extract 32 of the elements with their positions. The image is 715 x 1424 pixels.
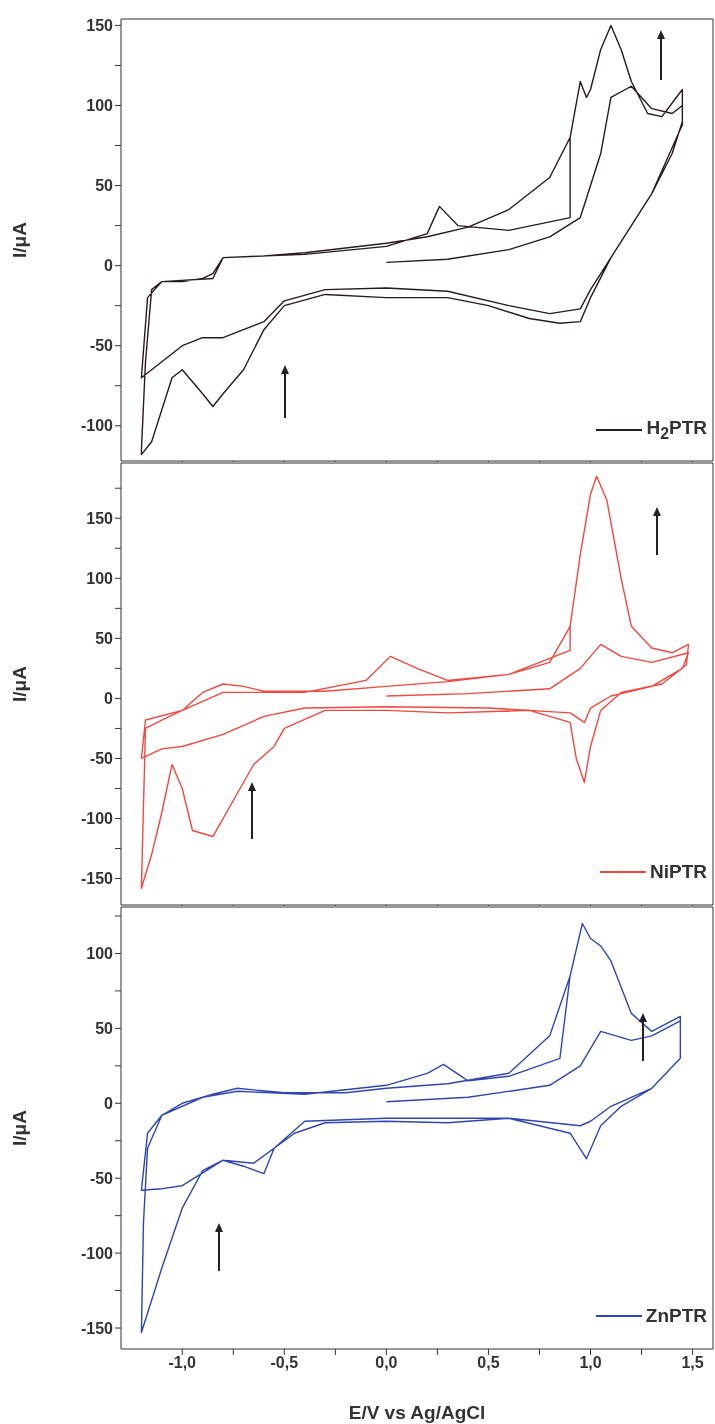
y-tick-label: 0: [104, 1094, 114, 1112]
legend-label: NiPTR: [650, 861, 707, 883]
x-tick-label: -0,5: [270, 1354, 299, 1372]
x-axis-title: E/V vs Ag/AgCl: [348, 1402, 486, 1423]
legend-label: H$_{2}$PTR: [646, 417, 707, 443]
y-tick-label: -50: [89, 1169, 114, 1187]
y-tick-label: -150: [80, 1319, 114, 1337]
y-tick-label: 150: [86, 509, 114, 527]
x-tick-label: -1,0: [168, 1354, 197, 1372]
y-tick-label: 100: [86, 945, 114, 963]
y-tick-label: 100: [86, 97, 114, 115]
y-tick-label: -150: [80, 870, 114, 888]
y-tick-label: 0: [104, 257, 114, 275]
y-tick-label: 50: [95, 177, 114, 195]
x-tick-label: 0,5: [477, 1354, 500, 1372]
y-tick-label: 100: [86, 569, 114, 587]
y-axis-title: I/μA: [8, 221, 30, 258]
y-tick-label: 50: [95, 1020, 114, 1038]
legend-label: ZnPTR: [645, 1305, 707, 1327]
y-tick-label: -50: [89, 337, 114, 355]
x-tick-label: 0,0: [375, 1354, 398, 1372]
y-tick-label: -100: [80, 417, 114, 435]
y-tick-label: -100: [80, 1244, 114, 1262]
y-axis-title: I/μA: [8, 1109, 30, 1146]
x-tick-label: 1,0: [579, 1354, 602, 1372]
x-tick-label: 1,5: [681, 1354, 704, 1372]
y-axis-title: I/μA: [8, 665, 30, 702]
y-tick-label: -100: [80, 810, 114, 828]
y-tick-label: 150: [86, 17, 114, 35]
y-tick-label: 0: [104, 690, 114, 708]
y-tick-label: 50: [95, 630, 114, 648]
y-tick-label: -50: [89, 750, 114, 768]
